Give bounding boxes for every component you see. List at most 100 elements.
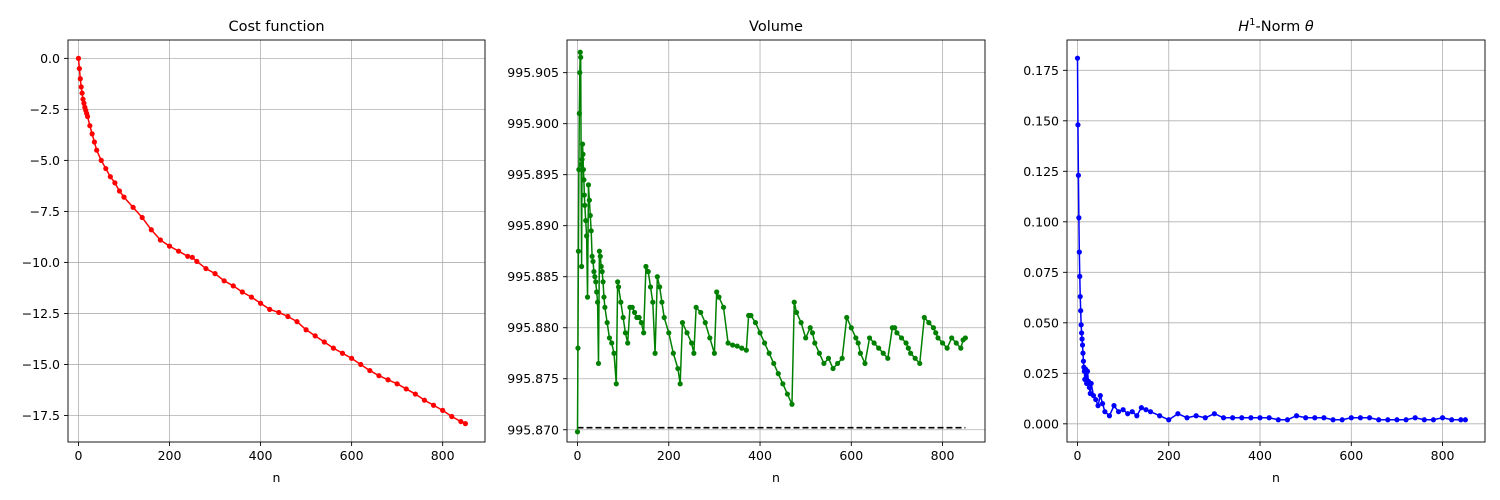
h1-norm-data-point — [1093, 396, 1099, 403]
cost-function-data-point — [116, 188, 123, 194]
volume-data-point — [581, 177, 587, 183]
volume-series-line — [576, 51, 966, 432]
volume-data-point — [615, 279, 621, 285]
volume-data-point — [666, 330, 672, 336]
volume-data-point — [730, 342, 736, 348]
h1-norm-data-point — [1147, 409, 1154, 415]
h1-norm-data-point — [1220, 415, 1227, 421]
volume-data-point — [613, 381, 619, 387]
h1-norm-y-tick-label: 0.025 — [1023, 366, 1059, 381]
volume-data-point — [903, 340, 909, 346]
cost-function-data-point — [157, 237, 164, 243]
volume-data-point — [789, 401, 795, 407]
volume-data-point — [661, 314, 667, 321]
cost-function-data-point — [98, 157, 104, 163]
h1-norm-data-point — [1166, 417, 1172, 423]
h1-norm-data-point — [1090, 392, 1097, 399]
volume-data-point — [597, 253, 603, 259]
cost-function-data-point — [385, 377, 391, 383]
h1-norm-data-point — [1211, 411, 1217, 417]
h1-norm-data-point — [1095, 403, 1101, 409]
volume-data-point — [652, 350, 658, 356]
volume-data-point — [589, 253, 595, 259]
h1-norm-data-point — [1449, 417, 1455, 423]
volume-data-point — [734, 343, 740, 349]
volume-data-point — [684, 330, 690, 336]
cost-function-data-point — [77, 76, 83, 82]
volume-data-point — [638, 320, 644, 326]
h1-norm-data-point — [1086, 384, 1092, 391]
volume-data-point — [766, 350, 772, 356]
h1-norm-data-point — [1074, 55, 1081, 61]
volume-data-point — [593, 279, 599, 285]
volume-data-point — [629, 304, 635, 310]
volume-data-point — [611, 350, 617, 356]
volume-x-tick-label: 400 — [748, 448, 772, 463]
volume-data-point — [631, 309, 638, 316]
cost-function-data-point — [194, 258, 200, 265]
volume-data-point — [670, 350, 676, 356]
volume-data-point — [679, 320, 686, 326]
h1-norm-y-tick-label: 0.150 — [1023, 113, 1059, 128]
h1-norm-data-point — [1230, 415, 1236, 421]
cost-function-data-point — [166, 243, 173, 249]
h1-norm-y-tick-label: 0.000 — [1023, 416, 1059, 431]
volume-data-point — [716, 294, 722, 300]
h1-norm-data-point — [1078, 308, 1084, 314]
volume-data-point — [693, 304, 699, 310]
volume-data-point — [595, 360, 602, 367]
cost-function-data-point — [276, 309, 282, 316]
h1-norm-data-point — [1120, 407, 1126, 413]
h1-norm-data-point — [1248, 415, 1254, 421]
volume-data-point — [578, 54, 584, 60]
volume-data-point — [618, 299, 624, 305]
cost-function-axes-frame — [67, 39, 486, 443]
h1-norm-data-point — [1193, 413, 1199, 419]
cost-function-data-point — [185, 253, 191, 259]
volume-data-point — [898, 335, 905, 341]
cost-function-data-point — [91, 139, 98, 145]
h1-norm-data-point — [1430, 417, 1437, 423]
cost-function-data-point — [358, 361, 364, 368]
h1-norm-series-line — [1076, 58, 1466, 421]
volume-data-point — [958, 345, 964, 351]
volume-y-tick-label: 995.885 — [507, 269, 559, 284]
cost-function-data-point — [176, 248, 182, 254]
volume-x-tick-label: 0 — [574, 448, 582, 463]
volume-data-point — [625, 340, 631, 346]
volume-data-point — [714, 289, 720, 295]
h1-norm-data-point — [1129, 409, 1135, 415]
h1-norm-data-point — [1184, 415, 1190, 421]
cost-function-x-tick-label: 400 — [249, 448, 273, 463]
volume-data-point — [743, 347, 749, 353]
h1-norm-data-point — [1239, 415, 1245, 421]
h1-norm-data-point — [1106, 413, 1113, 419]
volume-data-point — [606, 335, 613, 341]
volume-data-point — [905, 345, 911, 351]
h1-norm-y-tick-label: 0.125 — [1023, 164, 1059, 179]
cost-function-data-point — [103, 165, 109, 172]
volume-data-point — [793, 309, 800, 316]
h1-norm-y-tick-label: 0.050 — [1023, 315, 1059, 330]
cost-function-data-point — [430, 402, 437, 408]
h1-norm-data-point — [1076, 215, 1082, 221]
volume-data-point — [917, 360, 923, 367]
volume-data-point — [848, 325, 854, 331]
volume-data-point — [939, 340, 946, 346]
volume-data-point — [643, 263, 649, 270]
cost-function-data-point — [257, 300, 264, 306]
volume-title: Volume — [749, 19, 803, 35]
h1-norm-data-point — [1348, 415, 1354, 421]
volume-data-point — [577, 49, 583, 55]
cost-function-data-point — [79, 90, 85, 96]
volume-x-tick-label: 800 — [931, 448, 955, 463]
volume-data-point — [912, 355, 918, 361]
h1-norm-data-point — [1138, 405, 1144, 411]
volume-data-point — [688, 340, 695, 346]
h1-norm-x-tick-label: 600 — [1339, 448, 1363, 463]
volume-data-point — [675, 365, 681, 372]
volume-panel: 0 200 400 600 800 995.870 995.875 995.880 995.88… — [507, 19, 986, 485]
h1-norm-data-point — [1075, 172, 1082, 178]
volume-data-point — [702, 320, 708, 326]
volume-y-tick-label: 995.905 — [507, 65, 559, 80]
